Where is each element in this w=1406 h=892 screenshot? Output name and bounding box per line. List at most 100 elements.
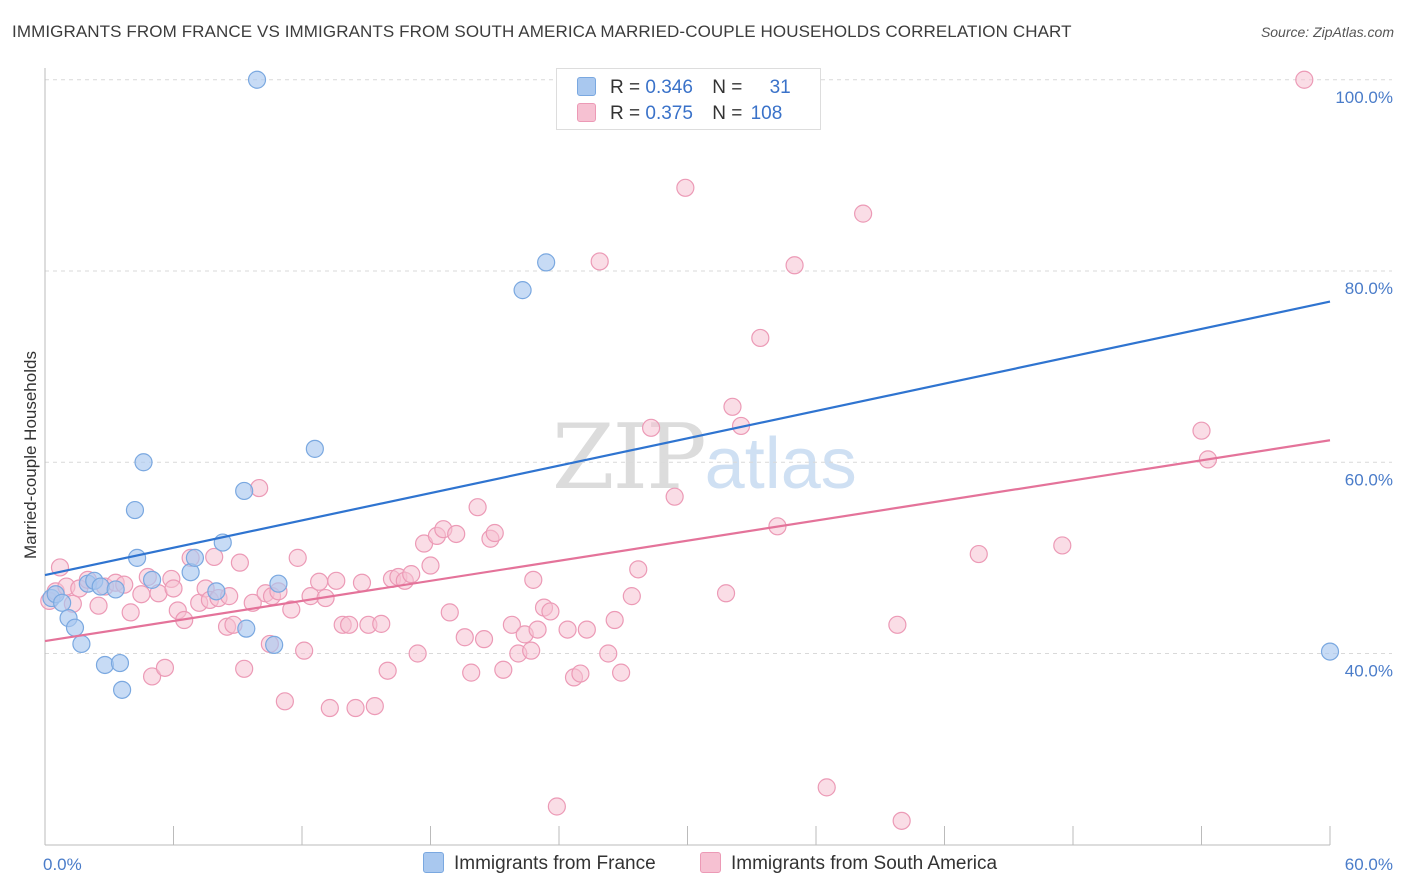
south-america-point	[612, 663, 631, 682]
south-america-point	[502, 615, 521, 634]
south-america-point	[310, 572, 329, 591]
france-point	[269, 574, 288, 593]
south-america-point	[641, 418, 661, 437]
france-point	[106, 580, 125, 599]
france-point	[72, 634, 91, 654]
south-america-point	[676, 178, 695, 197]
south-america-point	[558, 620, 577, 639]
south-america-point	[716, 584, 736, 603]
south-america-point	[372, 614, 391, 633]
france-points	[42, 70, 1340, 699]
france-swatch	[577, 77, 596, 96]
france-point	[91, 577, 110, 596]
south-america-point	[408, 644, 427, 663]
south-america-point	[275, 692, 294, 711]
n-label: N =	[712, 103, 743, 124]
south-america-point	[494, 660, 513, 679]
r-value: 0.375	[645, 103, 693, 124]
south-america-point	[250, 478, 269, 498]
france-point	[65, 618, 85, 637]
south-america-point	[346, 698, 365, 718]
south-america-point	[327, 571, 346, 590]
france-point	[235, 481, 254, 501]
south-america-swatch	[700, 852, 721, 873]
france-point	[207, 582, 226, 601]
n-value: 108	[750, 103, 783, 124]
r-label: R =	[610, 77, 641, 98]
france-trendline	[44, 300, 1331, 577]
y-tick-label: 80.0%	[1345, 279, 1393, 298]
south-america-point	[295, 641, 314, 660]
south-america-point	[378, 661, 397, 680]
france-point	[513, 281, 532, 300]
south-america-point	[230, 553, 249, 572]
south-america-points	[40, 70, 1314, 830]
south-america-point	[605, 610, 624, 630]
y-tick-label: 100.0%	[1335, 88, 1393, 107]
source-label: Source: ZipAtlas.com	[1260, 24, 1394, 40]
x-tick-label-max: 60.0%	[1345, 855, 1393, 874]
chart-title: IMMIGRANTS FROM FRANCE VS IMMIGRANTS FRO…	[12, 22, 1072, 41]
france-point	[53, 593, 72, 612]
france-point	[305, 439, 324, 458]
france-point	[237, 619, 256, 638]
trendlines	[44, 300, 1331, 643]
south-america-point	[854, 204, 873, 223]
south-america-point	[785, 256, 804, 275]
south-america-point	[468, 498, 487, 517]
south-america-swatch	[577, 103, 596, 122]
south-america-point	[599, 644, 618, 663]
south-america-point	[235, 659, 254, 678]
france-point	[134, 453, 153, 472]
france-point	[142, 570, 162, 589]
south-america-point	[282, 600, 301, 619]
south-america-point	[121, 603, 140, 622]
n-value: 31	[769, 77, 791, 98]
r-value: 0.346	[645, 77, 693, 98]
south-america-point	[142, 667, 162, 686]
south-america-point	[89, 596, 108, 615]
legend-row-france: R = 0.346 N = 31	[577, 77, 791, 99]
south-america-point	[590, 252, 609, 271]
south-america-point	[524, 570, 543, 589]
south-america-point	[365, 696, 384, 716]
south-america-point	[455, 628, 474, 647]
south-america-point	[155, 658, 175, 677]
y-tick-label: 60.0%	[1345, 470, 1393, 489]
south-america-point	[528, 620, 547, 639]
south-america-point	[462, 663, 481, 682]
stats-legend: R = 0.346 N = 31 R = 0.375 N = 108	[556, 68, 821, 130]
bottom-legend-south-america-label: Immigrants from South America	[731, 853, 998, 874]
south-america-point	[577, 620, 596, 639]
south-america-point	[723, 397, 742, 416]
france-point	[185, 548, 205, 567]
legend-row-south-america: R = 0.375 N = 108	[577, 103, 782, 125]
france-point	[537, 253, 556, 272]
south-america-point	[665, 487, 684, 506]
south-america-point	[522, 641, 541, 660]
y-tick-label: 40.0%	[1345, 662, 1393, 681]
south-america-point	[132, 585, 151, 604]
france-point	[125, 500, 145, 520]
bottom-legend-south-america[interactable]: Immigrants from South America	[700, 852, 997, 875]
france-point	[112, 680, 132, 699]
france-point	[265, 635, 284, 654]
south-america-point	[474, 630, 494, 649]
south-america-point	[892, 811, 911, 830]
bottom-legend-france-label: Immigrants from France	[454, 853, 656, 874]
south-america-point	[1295, 70, 1314, 89]
france-point	[1320, 642, 1340, 661]
south-america-point	[402, 565, 421, 584]
bottom-legend-france[interactable]: Immigrants from France	[423, 852, 656, 875]
watermark-atlas: atlas	[704, 424, 857, 504]
france-point	[110, 653, 130, 673]
south-america-point	[352, 573, 372, 592]
south-america-trendline	[44, 439, 1331, 643]
n-label: N =	[712, 77, 743, 98]
south-america-point	[288, 548, 307, 567]
france-point	[95, 655, 115, 675]
south-america-point	[421, 556, 440, 575]
x-tick-label-min: 0.0%	[43, 855, 82, 874]
south-america-point	[164, 579, 183, 598]
